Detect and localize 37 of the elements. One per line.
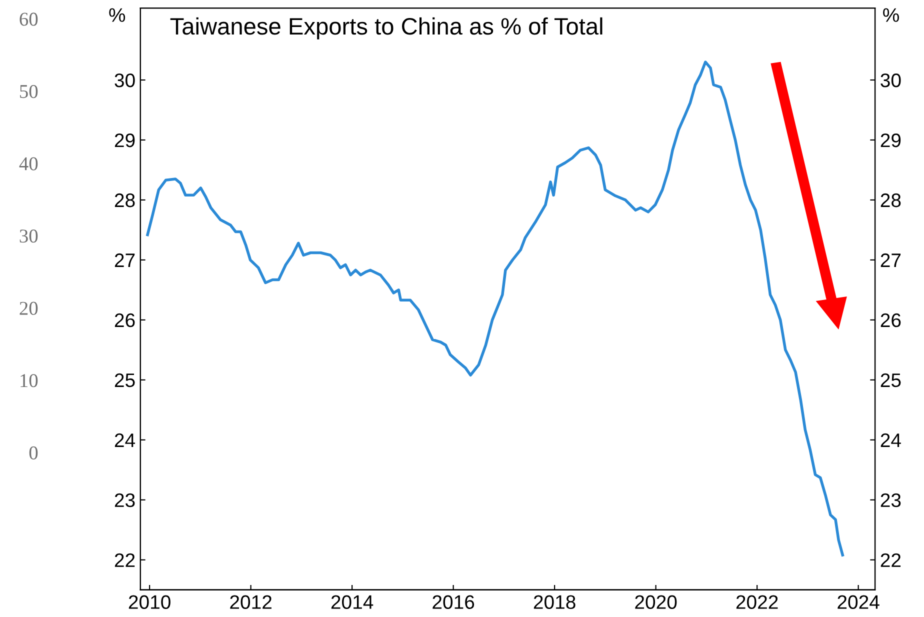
x-tick-label: 2016 — [432, 595, 474, 609]
x-tick-label: 2014 — [331, 595, 374, 609]
y2-tick-label: 28 — [880, 193, 901, 208]
y2-tick-label: 30 — [880, 73, 901, 88]
y-tick-label: 26 — [114, 313, 135, 328]
y3-tick-label: 10 — [20, 374, 38, 388]
y-tick-label: 24 — [114, 433, 136, 447]
y-tick-label: 28 — [114, 193, 135, 208]
y-tick-label: 23 — [114, 493, 135, 508]
y2-tick-label: 26 — [880, 313, 901, 328]
y-tick-label: 27 — [114, 253, 135, 267]
y3-tick-label: 30 — [20, 230, 38, 243]
x-tick-label: 2020 — [635, 595, 677, 609]
x-tick-label: 2022 — [736, 595, 778, 609]
y-axis-title: % — [109, 8, 126, 22]
y2-tick-label: 23 — [880, 493, 901, 508]
y2-tick-label: 22 — [880, 553, 901, 567]
line-series — [146, 60, 844, 556]
y2-tick-label: 25 — [880, 373, 901, 388]
y2-axis-title: % — [883, 8, 899, 22]
y2-tick-label: 24 — [880, 433, 901, 447]
y2-tick-label: 29 — [880, 133, 901, 148]
y3-tick-label: 40 — [19, 157, 38, 170]
y-tick-label: 30 — [114, 73, 135, 88]
x-tick-label: 2024 — [838, 595, 880, 609]
x-tick-label: 2012 — [230, 595, 272, 609]
y-tick-label: 25 — [114, 373, 135, 388]
x-tick-label: 2010 — [128, 595, 170, 609]
y-tick-label: 29 — [114, 133, 135, 148]
y2-tick-label: 27 — [880, 253, 901, 267]
y-tick-label: 22 — [114, 553, 135, 567]
chart-title: Taiwanese Exports to China as % of Total — [170, 17, 602, 40]
y3-tick-label: 60 — [20, 12, 38, 26]
y3-tick-label: 50 — [20, 84, 38, 98]
y3-tick-label: 20 — [20, 302, 38, 315]
y3-tick-label: 0 — [29, 446, 38, 460]
x-tick-label: 2018 — [534, 595, 576, 609]
